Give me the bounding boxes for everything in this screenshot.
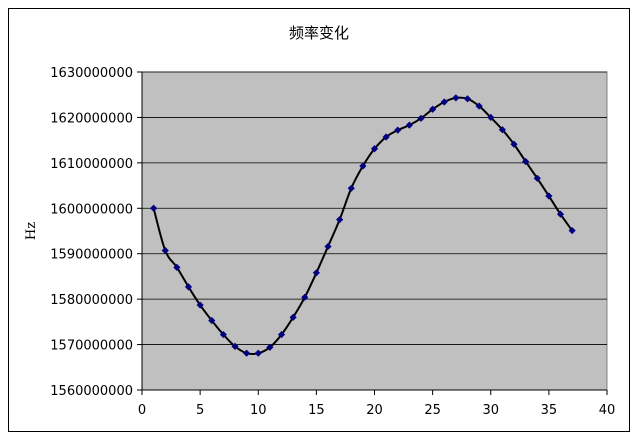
data-point <box>243 349 251 357</box>
data-point <box>196 301 204 309</box>
data-point <box>429 105 437 113</box>
y-tick-label: 1620000000 <box>50 111 133 126</box>
data-point <box>440 98 448 106</box>
data-point <box>254 349 262 357</box>
x-tick-label: 40 <box>599 403 616 418</box>
grid-lines <box>142 71 607 345</box>
data-point <box>394 126 402 134</box>
data-point <box>556 210 565 218</box>
data-point <box>161 246 169 255</box>
y-tick-label: 1580000000 <box>50 293 133 308</box>
y-tick-label: 1610000000 <box>50 157 133 172</box>
data-point <box>336 216 344 224</box>
chart-title: 频率变化 <box>289 24 349 42</box>
data-point <box>312 269 320 277</box>
data-point <box>498 126 506 134</box>
data-point <box>452 94 460 102</box>
x-tick-label: 10 <box>250 403 267 418</box>
y-tick-label: 1630000000 <box>50 66 133 81</box>
y-tick-label: 1590000000 <box>50 248 133 263</box>
y-axis: 1560000000 1570000000 1580000000 1590000000… <box>50 66 143 399</box>
data-point <box>533 174 541 182</box>
data-point <box>324 242 332 251</box>
plot-area <box>141 71 608 391</box>
data-point <box>219 330 227 339</box>
data-point <box>289 313 297 321</box>
y-tick-label: 1570000000 <box>50 339 133 354</box>
data-point <box>568 226 576 235</box>
x-axis: 0 5 10 15 20 25 30 35 40 <box>138 389 616 418</box>
data-point <box>359 162 367 170</box>
data-point <box>370 145 379 153</box>
data-point <box>475 102 483 110</box>
data-point <box>522 157 530 166</box>
data-point <box>266 343 274 351</box>
data-point <box>487 113 495 122</box>
x-tick-label: 15 <box>308 403 325 418</box>
x-tick-label: 5 <box>196 403 204 418</box>
data-point <box>231 342 239 350</box>
data-point <box>173 263 181 271</box>
data-point <box>382 133 390 141</box>
chart-frame: 频率变化 1560000000 1570000000 1580000000 15900… <box>8 8 630 432</box>
x-tick-label: 0 <box>138 403 146 418</box>
x-tick-label: 20 <box>366 403 383 418</box>
data-point <box>208 316 216 325</box>
x-tick-label: 35 <box>541 403 558 418</box>
y-tick-label: 1560000000 <box>50 384 133 399</box>
data-point <box>417 114 425 122</box>
data-point <box>347 184 355 192</box>
data-point <box>545 192 553 200</box>
x-tick-label: 25 <box>424 403 441 418</box>
y-tick-label: 1600000000 <box>50 202 133 217</box>
data-point <box>463 95 472 103</box>
frequency-line-chart: 频率变化 1560000000 1570000000 1580000000 15900… <box>24 24 616 418</box>
data-point <box>184 283 193 291</box>
x-tick-label: 30 <box>482 403 499 418</box>
data-point <box>301 293 309 301</box>
data-markers <box>150 94 576 357</box>
data-point <box>150 204 158 212</box>
y-axis-label: Hz <box>24 222 39 240</box>
data-point <box>510 140 518 148</box>
data-point <box>405 121 413 129</box>
data-point <box>277 330 286 339</box>
